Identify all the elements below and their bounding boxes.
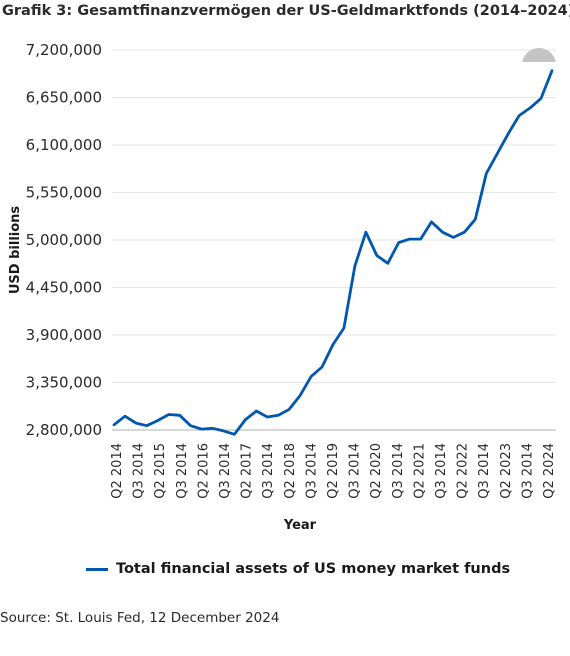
x-tick-label: Q2 2018	[283, 443, 298, 499]
source-note: Source: St. Louis Fed, 12 December 2024	[0, 610, 280, 626]
corner-badge-icon	[522, 48, 556, 62]
x-tick-label: Q3 2014	[218, 443, 233, 499]
x-tick-label: Q2 2021	[412, 443, 427, 499]
y-axis-title: USD billions	[8, 206, 23, 295]
y-tick-label: 5,000,000	[26, 231, 102, 249]
x-tick-label: Q2 2024	[542, 443, 557, 499]
x-tick-label: Q2 2016	[196, 443, 211, 499]
y-tick-label: 6,650,000	[26, 89, 102, 107]
y-tick-label: 6,100,000	[26, 136, 102, 154]
x-tick-label: Q3 2014	[304, 443, 319, 499]
x-tick-label: Q3 2014	[520, 443, 535, 499]
x-tick-label: Q2 2023	[499, 443, 514, 499]
x-tick-label: Q2 2014	[110, 443, 125, 499]
x-tick-label: Q3 2014	[132, 443, 147, 499]
x-tick-label: Q2 2020	[369, 443, 384, 499]
chart-title: Grafik 3: Gesamtfinanzvermögen der US-Ge…	[2, 3, 570, 19]
y-tick-label: 7,200,000	[26, 41, 102, 59]
legend-label: Total financial assets of US money marke…	[116, 561, 511, 577]
legend: Total financial assets of US money marke…	[86, 561, 510, 577]
series-line	[112, 69, 554, 436]
x-tick-label: Q3 2014	[348, 443, 363, 499]
x-tick-label: Q3 2014	[391, 443, 406, 499]
y-tick-label: 3,900,000	[26, 326, 102, 344]
x-tick-label: Q2 2022	[456, 443, 471, 499]
x-tick-label: Q2 2017	[240, 443, 255, 499]
x-tick-label: Q3 2014	[434, 443, 449, 499]
y-tick-label: 2,800,000	[26, 421, 102, 439]
x-axis-title: Year	[283, 518, 317, 533]
x-tick-label: Q3 2014	[261, 443, 276, 499]
y-tick-label: 3,350,000	[26, 374, 102, 392]
legend-swatch	[86, 567, 108, 571]
x-tick-label: Q2 2019	[326, 443, 341, 499]
x-tick-label: Q2 2015	[153, 443, 168, 499]
y-tick-label: 5,550,000	[26, 184, 102, 202]
y-tick-label: 4,450,000	[26, 279, 102, 297]
x-tick-label: Q3 2014	[477, 443, 492, 499]
x-tick-label: Q3 2014	[175, 443, 190, 499]
